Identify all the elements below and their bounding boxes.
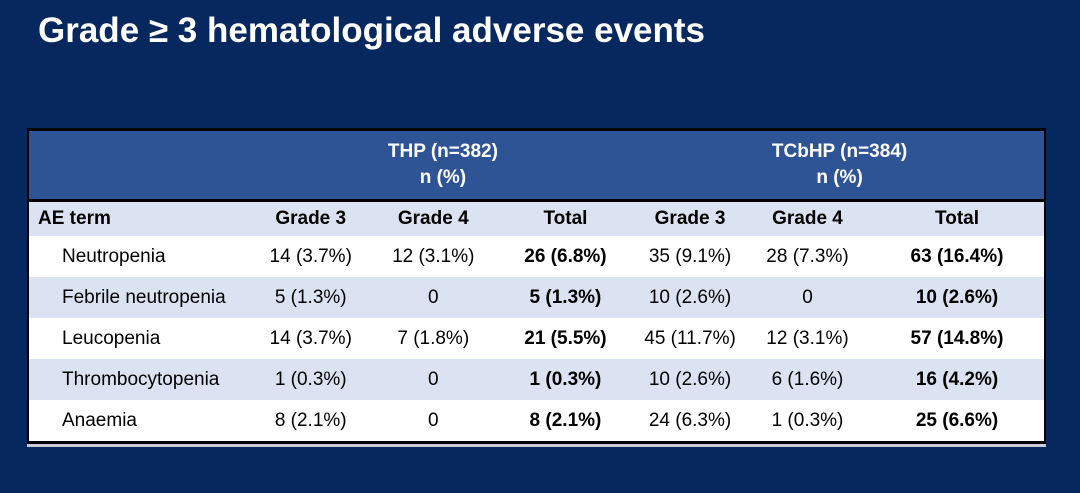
col-header-tcbhp-total: Total [870, 200, 1045, 236]
ae-term-cell: Thrombocytopenia [62, 368, 220, 390]
value-cell: 14 (3.7%) [269, 327, 352, 349]
value-cell: 10 (2.6%) [648, 368, 732, 390]
page-title: Grade ≥ 3 hematological adverse events [38, 11, 705, 50]
value-cell: 1 (0.3%) [771, 409, 844, 431]
ae-term-cell: Neutropenia [62, 245, 166, 267]
adverse-events-table: THP (n=382) n (%) TCbHP (n=384) n (%) AE… [27, 128, 1046, 444]
data-table: THP (n=382) n (%) TCbHP (n=384) n (%) AE… [27, 128, 1046, 444]
group-header-tcbhp-line2: n (%) [816, 167, 863, 188]
value-cell: 12 (3.1%) [392, 245, 475, 267]
col-header-thp-total: Total [495, 200, 636, 236]
col-header-tcbhp-grade3: Grade 3 [635, 200, 745, 236]
value-cell-total: 63 (16.4%) [910, 245, 1004, 267]
value-cell-total: 1 (0.3%) [529, 368, 602, 390]
group-header-thp: THP (n=382) n (%) [250, 129, 636, 202]
group-header-empty [28, 129, 251, 202]
value-cell-total: 10 (2.6%) [915, 286, 999, 308]
value-cell-total: 57 (14.8%) [910, 327, 1004, 349]
col-header-thp-grade4: Grade 4 [370, 200, 496, 236]
group-header-row: THP (n=382) n (%) TCbHP (n=384) n (%) [28, 129, 1045, 202]
value-cell: 8 (2.1%) [274, 409, 347, 431]
value-cell: 12 (3.1%) [766, 327, 849, 349]
value-cell: 10 (2.6%) [648, 286, 732, 308]
table-row: Neutropenia 14 (3.7%) 12 (3.1%) 26 (6.8%… [28, 236, 1045, 277]
group-header-thp-line2: n (%) [419, 167, 467, 188]
value-cell-total: 5 (1.3%) [529, 286, 602, 308]
value-cell: 0 [427, 409, 439, 431]
group-header-thp-line1: THP (n=382) [387, 141, 498, 163]
value-cell-total: 26 (6.8%) [524, 245, 607, 267]
value-cell: 14 (3.7%) [269, 245, 352, 267]
value-cell-total: 8 (2.1%) [529, 409, 602, 431]
col-header-ae-term: AE term [28, 200, 251, 236]
group-header-tcbhp-line1: TCbHP (n=384) [771, 141, 908, 163]
value-cell: 6 (1.6%) [771, 368, 844, 390]
ae-term-cell: Leucopenia [62, 327, 161, 349]
table-row: Febrile neutropenia 5 (1.3%) 0 5 (1.3%) … [28, 277, 1045, 318]
ae-term-cell: Febrile neutropenia [62, 286, 226, 308]
value-cell: 0 [427, 368, 439, 390]
value-cell: 0 [427, 286, 439, 308]
value-cell: 35 (9.1%) [648, 245, 732, 267]
col-header-tcbhp-grade4: Grade 4 [744, 200, 871, 236]
value-cell-total: 21 (5.5%) [524, 327, 607, 349]
value-cell: 24 (6.3%) [648, 409, 732, 431]
value-cell: 45 (11.7%) [644, 327, 736, 349]
col-header-thp-grade3: Grade 3 [250, 200, 371, 236]
value-cell: 28 (7.3%) [766, 245, 849, 267]
table-row: Anaemia 8 (2.1%) 0 8 (2.1%) 24 (6.3%) 1 … [28, 400, 1045, 443]
value-cell: 1 (0.3%) [274, 368, 347, 390]
value-cell-total: 25 (6.6%) [915, 409, 999, 431]
group-header-tcbhp: TCbHP (n=384) n (%) [635, 129, 1045, 202]
value-cell-total: 16 (4.2%) [915, 368, 999, 390]
value-cell: 5 (1.3%) [274, 286, 347, 308]
value-cell: 0 [802, 286, 813, 308]
column-header-row: AE term Grade 3 Grade 4 Total Grade 3 Gr… [28, 200, 1045, 236]
ae-term-cell: Anaemia [62, 409, 137, 431]
value-cell: 7 (1.8%) [397, 327, 470, 349]
table-row: Thrombocytopenia 1 (0.3%) 0 1 (0.3%) 10 … [28, 359, 1045, 400]
table-row: Leucopenia 14 (3.7%) 7 (1.8%) 21 (5.5%) … [28, 318, 1045, 359]
